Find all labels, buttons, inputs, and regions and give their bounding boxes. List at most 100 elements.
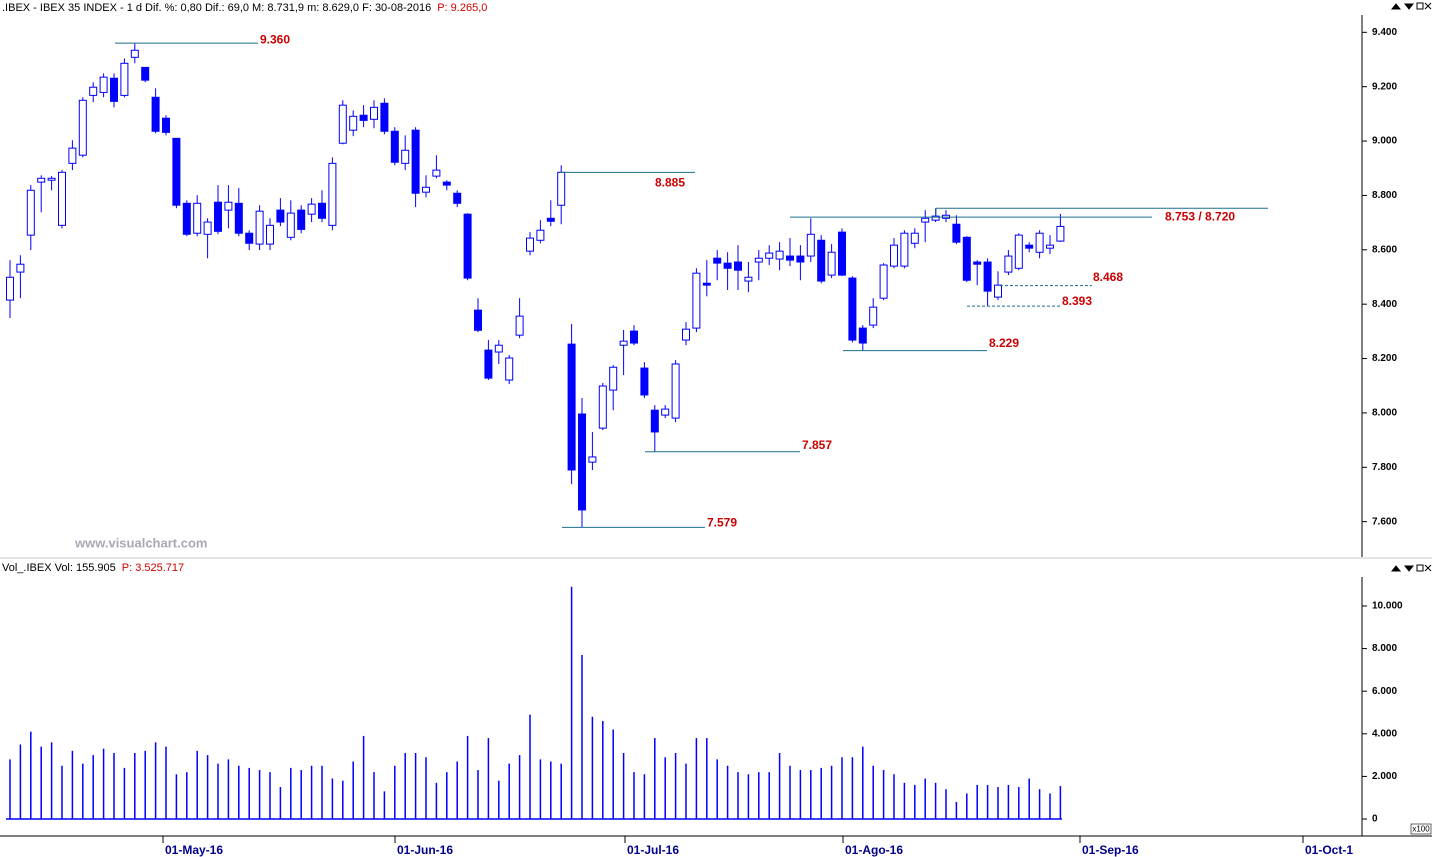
candle-body — [910, 232, 919, 244]
candle-body — [890, 244, 898, 267]
volume-bar — [1018, 787, 1020, 820]
window-buttons[interactable] — [1390, 2, 1432, 10]
candle-body — [754, 257, 763, 263]
volume-bar — [591, 716, 594, 820]
maximize-button[interactable] — [1416, 2, 1424, 10]
level-label: 8.468 — [1093, 270, 1123, 284]
level-label: 8.885 — [655, 175, 685, 189]
candle-body — [765, 252, 774, 259]
candle-body — [411, 129, 420, 194]
volume-bar — [976, 784, 978, 820]
x-tick-label: 01-Ago-16 — [845, 843, 903, 857]
volume-bar — [217, 763, 219, 820]
y-tick-label: 8.000 — [1372, 408, 1397, 419]
volume-bar — [40, 746, 42, 820]
candle-body — [671, 363, 680, 419]
candle-body — [1056, 225, 1065, 242]
volume-bar — [851, 757, 854, 820]
volume-bar — [986, 784, 989, 820]
volume-bar — [674, 752, 677, 820]
candle-body — [141, 66, 150, 81]
volume-bar — [300, 770, 302, 820]
candle-body — [900, 232, 909, 267]
candle-body — [401, 149, 410, 164]
candle-body — [640, 367, 649, 396]
candle-body — [432, 169, 441, 177]
candle-body — [474, 309, 482, 331]
volume-bar — [113, 752, 115, 820]
volume-bar — [1007, 784, 1010, 820]
volume-bar — [924, 778, 926, 820]
volume-bar — [92, 755, 94, 820]
candle-body — [266, 224, 274, 245]
candle-body — [193, 202, 202, 234]
volume-bar — [685, 763, 687, 820]
maximize-button[interactable] — [1416, 564, 1424, 572]
candle-body — [848, 277, 857, 341]
candle-body — [276, 209, 285, 223]
volume-bar — [695, 738, 698, 820]
volume-bar — [810, 770, 812, 820]
candle-body — [453, 192, 462, 204]
volume-bar — [633, 772, 635, 820]
candle-body — [619, 340, 628, 346]
candle-body — [78, 99, 87, 156]
volume-bar — [9, 759, 11, 820]
candle-body — [796, 255, 805, 263]
close-button[interactable] — [1424, 564, 1432, 572]
candle-body — [26, 189, 35, 236]
volume-bar — [498, 780, 500, 820]
volume-bar — [581, 654, 583, 820]
volume-bar — [269, 772, 271, 820]
scroll-up-button[interactable] — [1390, 565, 1402, 572]
scroll-down-button[interactable] — [1403, 3, 1415, 10]
volume-bar — [466, 735, 469, 820]
candle-body — [973, 261, 982, 265]
volume-bar — [1028, 778, 1030, 820]
volume-bar — [227, 759, 230, 820]
candle-body — [1025, 244, 1034, 249]
volume-bar — [789, 765, 791, 820]
candle-body — [328, 162, 337, 226]
volume-bar — [602, 721, 604, 820]
level-label: 7.579 — [707, 516, 737, 530]
y-tick-label: 10.000 — [1372, 601, 1403, 612]
volume-bar — [394, 765, 396, 820]
volume-bar — [414, 752, 417, 820]
volume-bar — [716, 759, 718, 820]
volume-bar — [654, 738, 656, 820]
volume-bar — [862, 746, 864, 820]
volume-bar — [893, 774, 895, 820]
candle-body — [827, 251, 836, 276]
candle-body — [505, 357, 514, 381]
close-button[interactable] — [1424, 2, 1432, 10]
candle-body — [151, 96, 160, 132]
candle-body — [588, 456, 597, 463]
volume-bar — [612, 729, 614, 820]
y-tick-label: 7.800 — [1372, 462, 1397, 473]
candle-body — [16, 263, 25, 273]
candle-body — [349, 115, 358, 131]
candle-body — [723, 262, 732, 269]
volume-bar — [643, 774, 646, 820]
volume-bar — [872, 765, 874, 820]
scroll-down-button[interactable] — [1403, 565, 1415, 572]
y-tick-label: 8.800 — [1372, 190, 1397, 201]
volume-bar — [622, 752, 625, 820]
volume-bar — [997, 787, 999, 820]
volume-bar — [123, 767, 126, 820]
volume-bar — [175, 774, 178, 820]
candle-body — [203, 221, 212, 235]
candle-body — [775, 250, 784, 260]
volume-bar — [258, 770, 261, 820]
candle-body — [702, 282, 711, 286]
candle-body — [713, 257, 722, 264]
volume-bar — [154, 742, 157, 820]
candle-body — [297, 209, 306, 230]
candle-body — [359, 114, 368, 121]
volume-window-buttons[interactable] — [1390, 564, 1432, 572]
candle-body — [921, 217, 930, 223]
scroll-up-button[interactable] — [1390, 3, 1402, 10]
candle-body — [858, 327, 867, 344]
